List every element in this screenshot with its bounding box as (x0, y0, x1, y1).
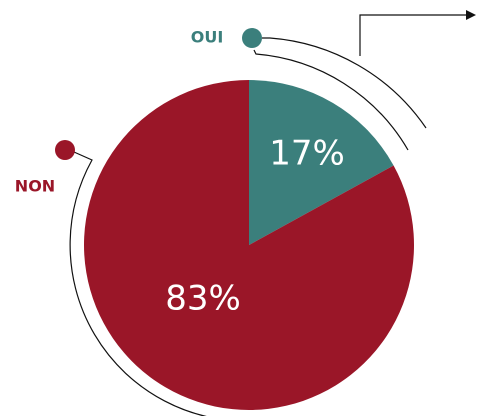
pie-slice (249, 80, 394, 245)
non-arc (69, 151, 208, 416)
value-label: 17% (269, 134, 345, 174)
decoration (69, 10, 476, 416)
legend-dot (242, 28, 262, 48)
value-label: 83% (165, 279, 241, 319)
legend-label: OUI (191, 28, 224, 47)
legend-label: NON (15, 177, 55, 196)
arrow-head (466, 10, 476, 20)
arrow-line (359, 14, 466, 56)
legend-dot (55, 140, 75, 160)
oui-arc-inner (253, 49, 409, 151)
pie-slice (83, 80, 415, 410)
oui-arc-outer (262, 37, 427, 129)
